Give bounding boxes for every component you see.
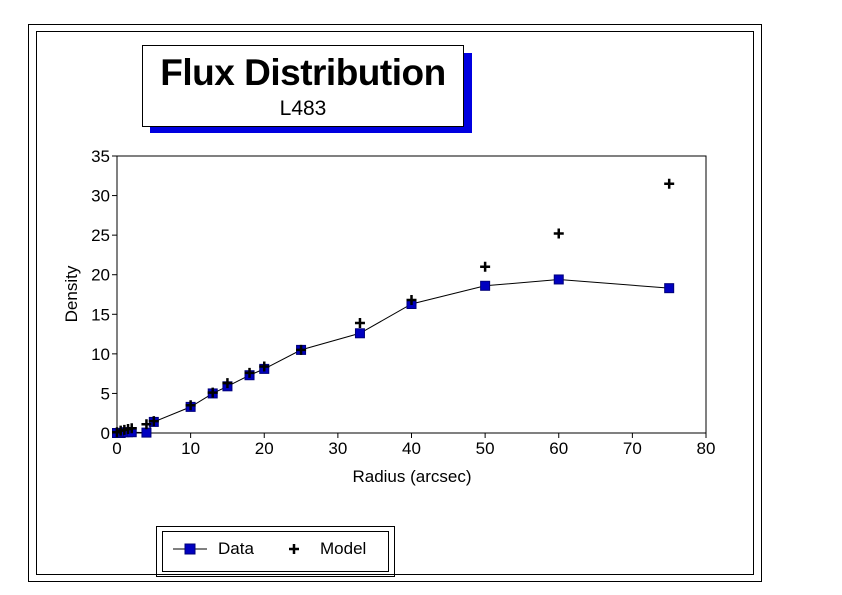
model-point: [296, 344, 307, 355]
legend-label-model: Model: [320, 539, 367, 558]
model-point: [185, 400, 196, 411]
model-point: [148, 416, 159, 427]
axes-layer: 0 10 20 30 40 50 60 70 80 0 5 10 15 20 25 30 35: [91, 147, 715, 458]
x-tick-label: 20: [255, 439, 274, 458]
outer-frame: [28, 24, 762, 582]
legend-model-marker: [289, 544, 299, 554]
data-point: [664, 283, 675, 294]
series-line-data: [117, 278, 670, 434]
x-tick-label: 80: [697, 439, 716, 458]
y-tick-label: 30: [91, 187, 110, 206]
model-point: [354, 317, 365, 328]
chart-title: Flux Distribution: [160, 52, 446, 93]
chart-subtitle: L483: [279, 97, 327, 120]
model-point: [222, 378, 233, 389]
series-layer: [112, 178, 675, 438]
model-point: [664, 178, 675, 189]
legend-outer-frame: [156, 526, 395, 577]
model-point: [259, 361, 270, 372]
legend-symbols: [173, 543, 299, 555]
data-point: [553, 274, 564, 285]
x-tick-label: 30: [328, 439, 347, 458]
y-tick-label: 5: [101, 384, 110, 403]
x-tick-label: 70: [623, 439, 642, 458]
x-tick-label: 10: [181, 439, 200, 458]
y-tick-label: 35: [91, 147, 110, 166]
x-tick-label: 0: [112, 439, 121, 458]
x-tick-label: 60: [549, 439, 568, 458]
legend-data-marker: [184, 543, 196, 555]
data-point: [354, 328, 365, 339]
data-point: [480, 280, 491, 291]
inner-frame: [36, 31, 754, 575]
model-point: [126, 423, 137, 434]
model-point: [141, 419, 152, 430]
y-tick-label: 15: [91, 305, 110, 324]
legend: Data Model: [162, 531, 389, 572]
x-tick-label: 40: [402, 439, 421, 458]
model-point: [406, 295, 417, 306]
y-tick-label: 0: [101, 424, 110, 443]
x-tick-label: 50: [476, 439, 495, 458]
legend-label-data: Data: [218, 539, 254, 558]
y-tick-label: 10: [91, 345, 110, 364]
y-tick-label: 20: [91, 266, 110, 285]
data-point: [141, 427, 152, 438]
y-axis-title: Density: [62, 265, 81, 322]
title-box: Flux Distribution L483: [142, 45, 464, 127]
plot-frame: [116, 155, 707, 434]
model-point: [207, 387, 218, 398]
y-tick-label: 25: [91, 226, 110, 245]
model-point: [480, 261, 491, 272]
model-point: [244, 367, 255, 378]
model-point: [553, 228, 564, 239]
x-axis-title: Radius (arcsec): [352, 467, 471, 486]
